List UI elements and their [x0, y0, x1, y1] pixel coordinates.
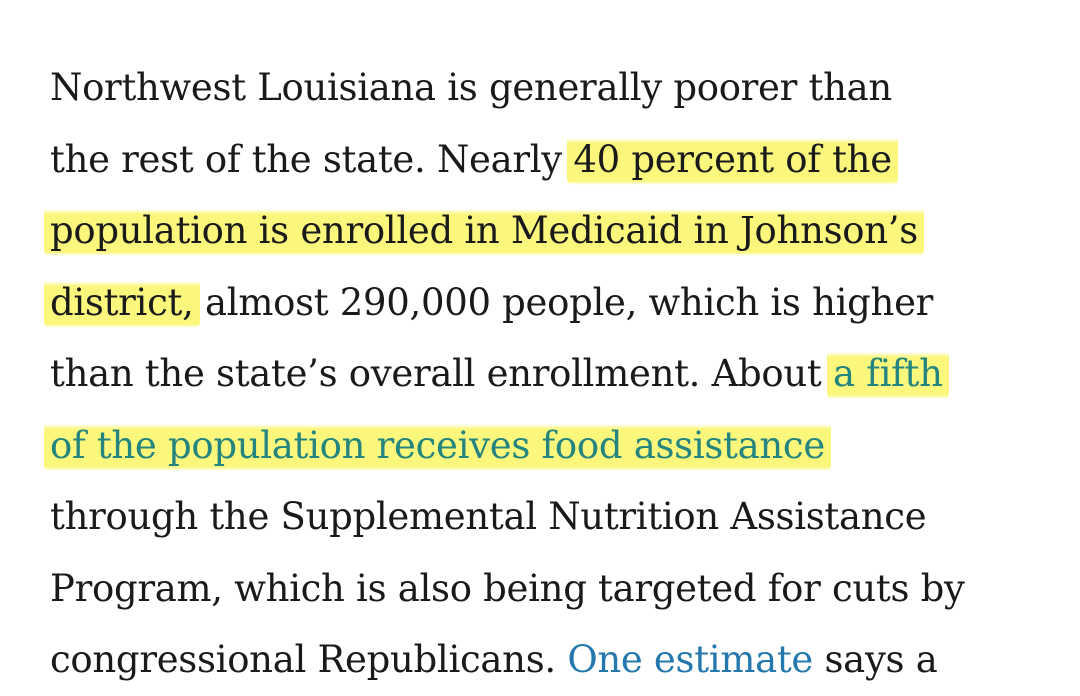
text-line: of the population receives food assistan… — [44, 410, 1060, 482]
text-line: population is enrolled in Medicaid in Jo… — [44, 195, 1060, 267]
one-estimate-link[interactable]: One estimate — [567, 638, 814, 681]
text: the rest of the state. Nearly — [50, 137, 574, 181]
food-assistance-link[interactable]: of the population receives food assistan… — [50, 423, 825, 467]
text-line: the rest of the state. Nearly 40 percent… — [50, 124, 1060, 196]
food-assistance-link[interactable]: a fifth — [832, 352, 943, 395]
text: than the state’s overall enrollment. Abo… — [50, 352, 833, 395]
text: Program, which is also being targeted fo… — [50, 566, 965, 610]
highlighted-text: population is enrolled in Medicaid in Jo… — [44, 205, 924, 256]
text-line: than the state’s overall enrollment. Abo… — [50, 338, 1060, 410]
text-line: Program, which is also being targeted fo… — [50, 553, 1060, 625]
highlighted-text: district, — [44, 276, 200, 328]
text-line: Northwest Louisiana is generally poorer … — [50, 52, 1060, 124]
text: says a — [813, 638, 938, 681]
text-line: congressional Republicans. One estimate … — [50, 624, 1060, 696]
text-line: through the Supplemental Nutrition Assis… — [50, 481, 1060, 553]
text: through the Supplemental Nutrition Assis… — [50, 495, 927, 538]
text: Northwest Louisiana is generally poorer … — [50, 66, 892, 109]
highlighted-text: 40 percent of the — [567, 133, 898, 185]
text: congressional Republicans. — [50, 638, 568, 681]
text: almost 290,000 people, which is higher — [193, 280, 934, 324]
article-paragraph: Northwest Louisiana is generally poorer … — [44, 52, 1060, 696]
text-line: district, almost 290,000 people, which i… — [44, 267, 1060, 339]
